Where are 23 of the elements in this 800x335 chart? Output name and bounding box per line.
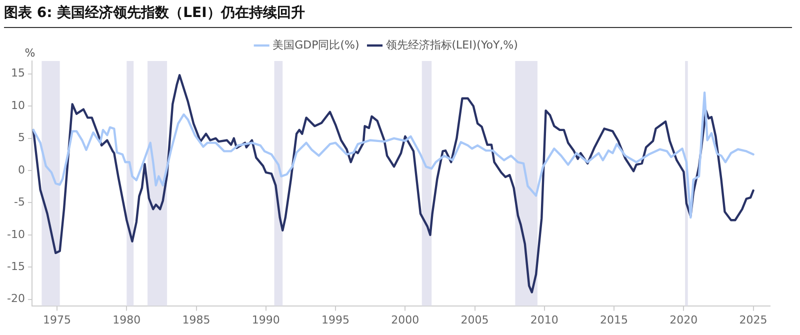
y-axis-title: % [24,46,36,60]
y-tick-label: 0 [18,163,25,176]
legend-label: 美国GDP同比(%) [272,38,360,52]
x-tick-label: 2020 [670,313,698,326]
x-tick-label: 1975 [43,313,72,326]
x-tick-label: 2015 [600,313,628,326]
x-tick-label: 1995 [322,313,350,326]
x-tick-label: 2000 [391,313,420,326]
x-tick-label: 2005 [460,313,489,326]
x-tick-label: 2025 [739,313,768,326]
y-tick-label: -10 [7,228,25,241]
y-tick-label: 5 [18,131,25,144]
y-tick-label: 15 [10,66,25,80]
chart-title: 图表 6: 美国经济领先指数（LEI）仍在持续回升 [4,4,792,28]
y-tick-label: -20 [7,292,25,306]
legend-label: 领先经济指标(LEI)(YoY,%) [386,38,518,52]
x-tick-label: 2010 [530,313,558,326]
x-tick-label: 1985 [182,313,210,326]
y-tick-label: -5 [14,196,25,209]
y-tick-label: 10 [10,98,25,112]
x-tick-label: 1990 [252,313,280,326]
y-tick-label: -15 [7,260,25,274]
x-tick-label: 1980 [112,313,141,326]
